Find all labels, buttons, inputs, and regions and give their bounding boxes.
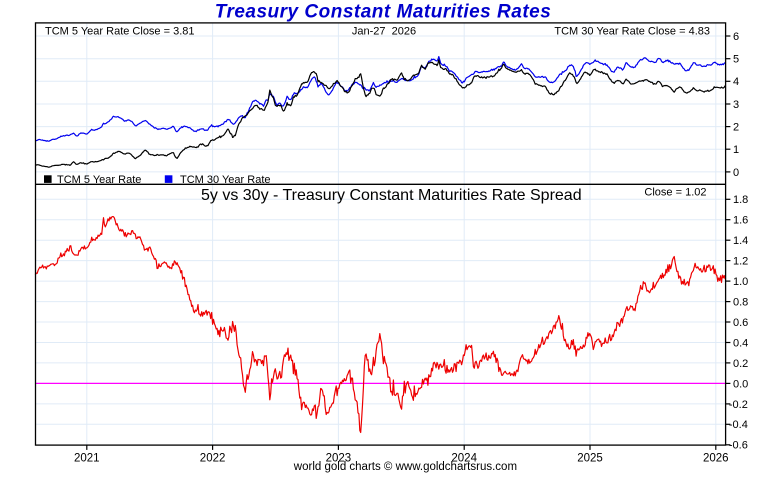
svg-text:5y vs 30y - Treasury Constant: 5y vs 30y - Treasury Constant Maturities… [201,187,582,204]
svg-text:Treasury Constant Maturities R: Treasury Constant Maturities Rates [215,1,552,22]
svg-text:Close = 1.02: Close = 1.02 [644,186,706,198]
svg-text:4: 4 [733,76,739,88]
svg-text:0.6: 0.6 [733,317,748,329]
svg-text:TCM 30 Year Rate Close = 4.83: TCM 30 Year Rate Close = 4.83 [554,25,710,37]
svg-text:-0.6: -0.6 [729,440,748,452]
svg-text:1.6: 1.6 [733,215,748,227]
svg-text:-0.4: -0.4 [729,419,748,431]
svg-text:1.4: 1.4 [733,235,748,247]
svg-text:3: 3 [733,99,739,111]
svg-text:-0.2: -0.2 [729,399,748,411]
svg-text:0.2: 0.2 [733,358,748,370]
svg-text:0.4: 0.4 [733,337,748,349]
svg-text:6: 6 [733,31,739,43]
svg-text:0.8: 0.8 [733,297,748,309]
svg-text:Jan-27 2026: Jan-27 2026 [352,25,416,37]
svg-text:2024: 2024 [451,453,477,465]
svg-text:2022: 2022 [200,453,226,465]
svg-text:1: 1 [733,144,739,156]
svg-text:1.8: 1.8 [733,194,748,206]
svg-text:TCM 30 Year Rate: TCM 30 Year Rate [180,174,271,186]
svg-text:1.0: 1.0 [733,276,748,288]
svg-text:2025: 2025 [577,453,603,465]
svg-text:2023: 2023 [326,453,352,465]
svg-text:TCM 5 Year Rate Close = 3.81: TCM 5 Year Rate Close = 3.81 [45,25,195,37]
svg-text:world gold charts © www.goldch: world gold charts © www.goldchartsrus.co… [293,461,517,473]
svg-text:5: 5 [733,54,739,66]
svg-text:1.2: 1.2 [733,256,748,268]
svg-text:2026: 2026 [703,453,729,465]
svg-text:TCM 5 Year Rate: TCM 5 Year Rate [57,174,141,186]
svg-text:2021: 2021 [74,453,100,465]
svg-text:0: 0 [733,167,739,179]
svg-text:2: 2 [733,122,739,134]
svg-text:0.0: 0.0 [733,378,748,390]
